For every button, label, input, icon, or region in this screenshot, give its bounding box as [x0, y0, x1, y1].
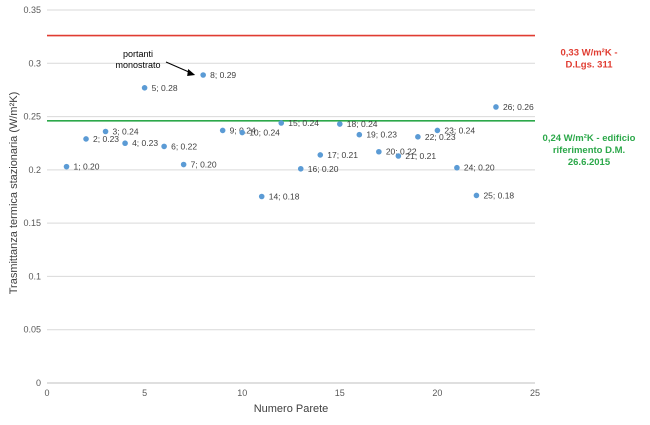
x-axis: 0 5 10 15 20 25 — [44, 382, 540, 398]
data-label: 14; 0.18 — [269, 192, 300, 202]
x-tick-label: 25 — [530, 388, 540, 398]
data-point — [219, 127, 226, 134]
data-label: 2; 0.23 — [93, 134, 119, 144]
data-label: 20; 0.22 — [386, 147, 417, 157]
data-label: 24; 0.20 — [464, 163, 495, 173]
y-tick-label: 0.15 — [23, 218, 41, 228]
data-point — [180, 161, 187, 168]
y-tick-label: 0.3 — [28, 58, 41, 68]
reference-line-label: 26.6.2015 — [568, 157, 611, 168]
y-axis-title: Trasmittanza termica stazionaria (W/m²K) — [8, 92, 20, 295]
data-point — [200, 72, 206, 78]
y-axis: 0 0.05 0.1 0.15 0.2 0.25 0.3 0.35 — [23, 5, 41, 388]
annotation-text: monostrato — [115, 60, 160, 70]
x-tick-label: 10 — [237, 388, 247, 398]
data-label: 4; 0.23 — [132, 138, 158, 148]
data-point — [102, 128, 109, 135]
y-tick-label: 0.25 — [23, 112, 41, 122]
data-point — [122, 140, 128, 147]
x-axis-title: Numero Parete — [254, 403, 329, 415]
annotation-text: portanti — [123, 49, 153, 59]
data-point — [376, 148, 382, 155]
y-tick-label: 0 — [36, 378, 41, 388]
data-point — [454, 164, 460, 171]
data-label: 22; 0.23 — [425, 132, 456, 142]
reference-line-label: D.Lgs. 311 — [566, 60, 614, 71]
y-tick-label: 0.35 — [23, 5, 41, 15]
data-point — [493, 104, 499, 110]
data-point — [473, 192, 480, 199]
data-point — [63, 163, 70, 170]
y-tick-label: 0.1 — [28, 271, 41, 281]
data-label: 21; 0.21 — [405, 151, 436, 161]
data-label: 19; 0.23 — [366, 130, 397, 140]
gridlines — [47, 9, 535, 384]
x-tick-label: 15 — [335, 388, 345, 398]
data-label: 7; 0.20 — [191, 160, 217, 170]
data-label: 16; 0.20 — [308, 164, 339, 174]
data-label: 6; 0.22 — [171, 141, 197, 151]
data-point — [278, 120, 285, 126]
y-tick-label: 0.2 — [28, 165, 41, 175]
reference-line-label: 0,24 W/m²K - edificio — [543, 133, 636, 144]
data-point — [83, 136, 89, 142]
x-tick-label: 20 — [432, 388, 442, 398]
reference-line-label: 0,33 W/m²K - — [560, 48, 617, 59]
data-point — [356, 131, 363, 138]
data-point — [337, 121, 343, 127]
data-point — [297, 165, 304, 172]
y-tick-label: 0.05 — [23, 325, 41, 335]
data-point — [258, 193, 265, 200]
data-label: 15; 0.24 — [288, 118, 319, 128]
annotation-arrow — [165, 61, 192, 74]
data-label: 23; 0.24 — [444, 125, 475, 135]
data-label: 25; 0.18 — [483, 190, 514, 200]
data-point — [161, 143, 167, 150]
data-label: 26; 0.26 — [503, 102, 534, 112]
data-point — [239, 129, 245, 136]
data-point — [141, 84, 148, 91]
data-points: 1; 0.20 2; 0.233; 0.24 4; 0.23 5; 0.28 6; 0.… — [63, 70, 534, 202]
reference-line-label: riferimento D.M. — [553, 145, 625, 156]
data-label: 1; 0.20 — [74, 162, 100, 172]
data-point — [415, 134, 421, 140]
reference-lines: 0,33 W/m²K -D.Lgs. 311 0,24 W/m²K - edifi… — [47, 34, 636, 168]
data-label: 10; 0.24 — [249, 128, 280, 138]
data-label: 8; 0.29 — [210, 70, 236, 80]
data-point — [434, 127, 441, 134]
data-label: 18; 0.24 — [347, 119, 378, 129]
data-label: 17; 0.21 — [327, 150, 358, 160]
x-tick-label: 5 — [142, 388, 147, 398]
data-point — [317, 152, 324, 158]
annotation-arrowhead — [187, 69, 196, 77]
x-tick-label: 0 — [44, 388, 49, 398]
data-label: 5; 0.28 — [152, 83, 178, 93]
data-label: 3; 0.24 — [113, 126, 139, 136]
data-point — [395, 153, 402, 159]
